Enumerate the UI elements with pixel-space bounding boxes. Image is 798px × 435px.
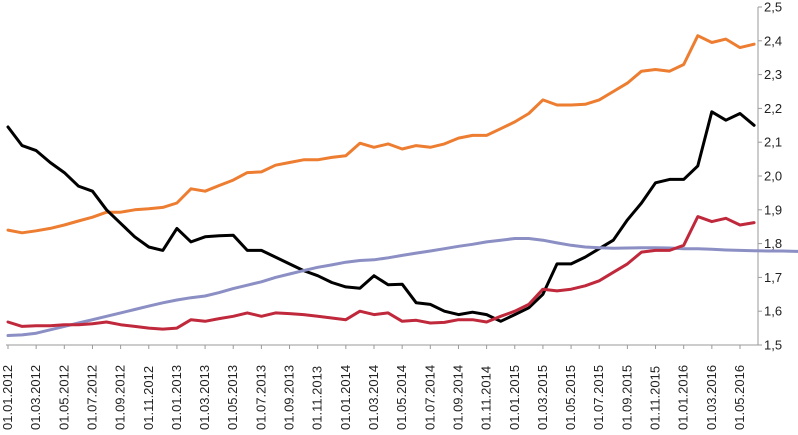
y-tick-label: 2,5 [764, 0, 782, 15]
x-tick-label: 01.05.2016 [732, 365, 747, 430]
series-line-3 [6, 237, 798, 337]
y-tick-label: 2,1 [764, 135, 782, 150]
x-tick-label: 01.05.2012 [56, 365, 71, 430]
x-tick-label: 01.11.2015 [648, 366, 663, 430]
x-axis-ticks: 01.01.2012 01.03.2012 01.05.2012 01.07.2012… [0, 345, 747, 430]
x-tick-label: 01.11.2012 [141, 366, 156, 430]
x-tick-label: 01.03.2013 [197, 365, 212, 430]
x-tick-label: 01.09.2014 [450, 365, 465, 430]
y-tick-label: 2,0 [764, 169, 782, 184]
y-tick-label: 1,7 [764, 270, 782, 285]
x-tick-label: 01.09.2012 [113, 365, 128, 430]
y-axis-ticks: 1,5 1,6 1,7 1,8 1,9 2,0 2,1 2,2 2,3 2,4 2,5 [758, 0, 782, 353]
y-tick-label: 1,9 [764, 202, 782, 217]
x-tick-label: 01.01.2014 [338, 365, 353, 430]
x-tick-label: 01.05.2015 [563, 365, 578, 430]
x-tick-label: 01.09.2015 [619, 365, 634, 430]
y-tick-label: 1,6 [764, 304, 782, 319]
x-tick-label: 01.03.2014 [366, 365, 381, 430]
x-tick-label: 01.01.2012 [0, 365, 15, 430]
x-tick-label: 01.03.2012 [28, 365, 43, 430]
x-tick-label: 01.01.2013 [169, 365, 184, 430]
x-tick-label: 01.05.2013 [225, 365, 240, 430]
series-line-1 [6, 34, 756, 235]
x-tick-label: 01.03.2015 [535, 365, 550, 430]
x-tick-label: 01.05.2014 [394, 365, 409, 430]
y-tick-label: 2,2 [764, 101, 782, 116]
series-layer [6, 34, 798, 337]
y-tick-label: 1,5 [764, 338, 782, 353]
x-tick-label: 01.07.2015 [591, 365, 606, 430]
x-tick-label: 01.03.2016 [704, 365, 719, 430]
y-tick-label: 2,3 [764, 67, 782, 82]
x-tick-label: 01.11.2013 [310, 366, 325, 430]
x-tick-label: 01.07.2012 [84, 365, 99, 430]
x-tick-label: 01.07.2014 [422, 365, 437, 430]
x-tick-label: 01.11.2014 [479, 366, 494, 430]
y-tick-label: 1,8 [764, 236, 782, 251]
series-line-4 [6, 215, 756, 331]
x-tick-label: 01.01.2016 [676, 365, 691, 430]
x-tick-label: 01.07.2013 [253, 365, 268, 430]
y-tick-label: 2,4 [764, 33, 782, 48]
x-tick-label: 01.01.2015 [507, 365, 522, 430]
x-tick-label: 01.09.2013 [282, 365, 297, 430]
series-line-2 [6, 110, 756, 323]
